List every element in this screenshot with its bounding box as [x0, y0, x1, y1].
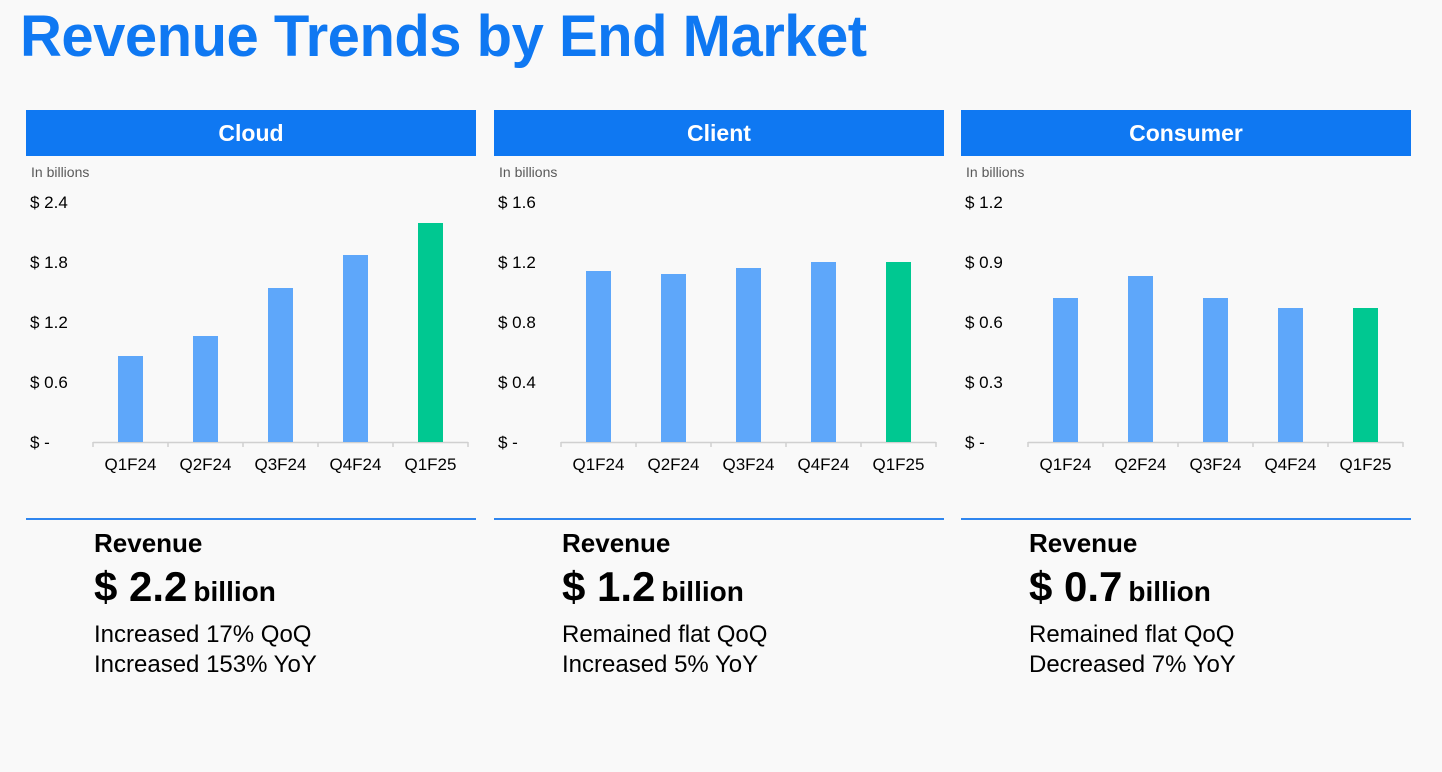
y-tick-label: $ 1.2 [30, 313, 68, 332]
bar-q1f24 [586, 271, 611, 442]
y-tick-label: $ 0.9 [965, 253, 1003, 272]
y-tick-label: $ 1.6 [498, 193, 536, 212]
chart-panel-cloud: Cloud In billions $ - $ 0.6 $ 1.2 $ 1.8 $ 2.4 Q… [26, 110, 476, 678]
panel-header: Client [494, 110, 944, 156]
bar-chart: $ - $ 0.3 $ 0.6 $ 0.9 $ 1.2 Q1F24 Q2F24 Q3F24 Q4… [965, 193, 1404, 474]
revenue-summary: Revenue $ 1.2 billion Remained flat QoQ Incr… [562, 528, 767, 680]
unit-label: In billions [499, 164, 558, 180]
x-tick-label: Q1F24 [1040, 455, 1092, 474]
y-tick-label: $ - [30, 433, 50, 452]
y-tick-label: $ 0.4 [498, 373, 536, 392]
x-tick-label: Q1F25 [1340, 455, 1392, 474]
bar-q3f24 [736, 268, 761, 442]
y-tick-label: $ 1.8 [30, 253, 68, 272]
bar-q4f24 [1278, 308, 1303, 442]
bar-q2f24 [1128, 276, 1153, 442]
bar-q3f24 [268, 288, 293, 442]
y-tick-label: $ - [498, 433, 518, 452]
x-tick-label: Q1F24 [105, 455, 157, 474]
revenue-amount-line: $ 0.7 billion [1029, 564, 1236, 620]
bar-q1f25 [1353, 308, 1378, 442]
y-tick-label: $ 0.6 [30, 373, 68, 392]
growth-note: Increased 5% YoY [562, 651, 759, 678]
unit-label: In billions [31, 164, 90, 180]
x-tick-label: Q1F25 [405, 455, 457, 474]
bar-chart: $ - $ 0.6 $ 1.2 $ 1.8 $ 2.4 Q1F24 Q2F24 Q3F24 Q4… [30, 193, 469, 474]
divider [26, 518, 476, 520]
x-tick-label: Q4F24 [1265, 455, 1317, 474]
revenue-summary: Revenue $ 0.7 billion Remained flat QoQ Decr… [1029, 528, 1236, 680]
growth-note: Remained flat QoQ [562, 621, 768, 648]
bar-q1f25 [418, 223, 443, 442]
chart-panel-client: Client In billions $ - $ 0.4 $ 0.8 $ 1.2 $ 1.6… [494, 110, 944, 678]
y-tick-label: $ 1.2 [965, 193, 1003, 212]
bar-q4f24 [343, 255, 368, 442]
x-tick-label: Q3F24 [255, 455, 307, 474]
growth-note: Decreased 7% YoY [1029, 651, 1236, 678]
chart-panel-consumer: Consumer In billions $ - $ 0.3 $ 0.6 $ 0.9 $ 1… [961, 110, 1411, 678]
x-tick-label: Q2F24 [1115, 455, 1167, 474]
bar-q1f24 [118, 356, 143, 442]
bar-q1f25 [886, 262, 911, 442]
revenue-summary: Revenue $ 2.2 billion Increased 17% QoQ Incr… [94, 528, 317, 680]
bar-chart: $ - $ 0.4 $ 0.8 $ 1.2 $ 1.6 Q1F24 Q2F24 Q3F24 Q4… [498, 193, 937, 474]
bar-q2f24 [193, 336, 218, 442]
bar-q2f24 [661, 274, 686, 442]
bar-q1f24 [1053, 298, 1078, 442]
growth-note: Increased 153% YoY [94, 651, 317, 678]
x-tick-label: Q4F24 [330, 455, 382, 474]
y-tick-label: $ 0.3 [965, 373, 1003, 392]
revenue-label: Revenue [562, 528, 671, 558]
panel-header: Cloud [26, 110, 476, 156]
growth-note: Increased 17% QoQ [94, 621, 312, 648]
revenue-amount-line: $ 2.2 billion [94, 564, 317, 620]
x-tick-label: Q3F24 [723, 455, 775, 474]
bar-q3f24 [1203, 298, 1228, 442]
x-tick-label: Q2F24 [180, 455, 232, 474]
y-tick-label: $ 0.6 [965, 313, 1003, 332]
revenue-amount: $ 2.2 [94, 563, 188, 610]
revenue-unit: billion [661, 576, 744, 607]
revenue-label: Revenue [1029, 528, 1138, 558]
page-title: Revenue Trends by End Market [20, 4, 867, 69]
y-tick-label: $ 0.8 [498, 313, 536, 332]
y-tick-label: $ - [965, 433, 985, 452]
x-tick-label: Q3F24 [1190, 455, 1242, 474]
divider [961, 518, 1411, 520]
panel-header: Consumer [961, 110, 1411, 156]
x-tick-label: Q4F24 [798, 455, 850, 474]
revenue-amount-line: $ 1.2 billion [562, 564, 767, 620]
unit-label: In billions [966, 164, 1025, 180]
revenue-label: Revenue [94, 528, 203, 558]
divider [494, 518, 944, 520]
bar-q4f24 [811, 262, 836, 442]
revenue-amount: $ 1.2 [562, 563, 656, 610]
revenue-unit: billion [193, 576, 276, 607]
growth-note: Remained flat QoQ [1029, 621, 1235, 648]
revenue-amount: $ 0.7 [1029, 563, 1123, 610]
x-tick-label: Q1F25 [873, 455, 925, 474]
y-tick-label: $ 2.4 [30, 193, 68, 212]
x-tick-label: Q1F24 [573, 455, 625, 474]
x-tick-label: Q2F24 [648, 455, 700, 474]
revenue-unit: billion [1128, 576, 1211, 607]
y-tick-label: $ 1.2 [498, 253, 536, 272]
